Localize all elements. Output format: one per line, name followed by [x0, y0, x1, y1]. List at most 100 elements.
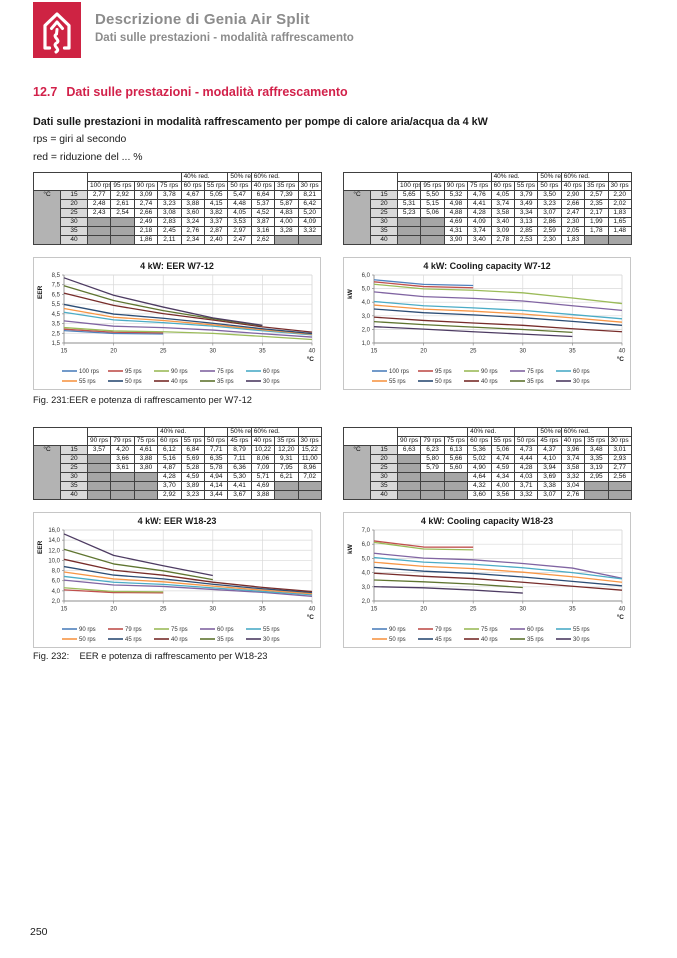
value-cell: 5,06: [420, 208, 445, 218]
value-cell: 3,56: [490, 490, 515, 500]
value-cell: 4,41: [227, 481, 252, 491]
value-cell: 6,13: [443, 445, 469, 455]
x-tick-label: 25: [470, 349, 477, 355]
value-cell: 2,92: [157, 490, 182, 500]
value-cell: 6,84: [180, 445, 205, 455]
temperature-cell: 15: [60, 445, 88, 455]
blocked-cell: [110, 481, 135, 491]
section-title: Dati sulle prestazioni - modalità raffre…: [66, 85, 348, 99]
temperature-cell: 30: [60, 472, 88, 482]
series-line-60-rps: [63, 311, 313, 336]
value-cell: 1,48: [607, 226, 632, 236]
legend-label: 60 rps: [573, 369, 590, 375]
blocked-cell: [396, 472, 422, 482]
rps-column-header: 90 rps: [443, 181, 469, 191]
blocked-cell: [110, 490, 135, 500]
value-cell: 4,59: [180, 472, 205, 482]
blocked-cell: [607, 235, 632, 245]
temperature-cell: 20: [370, 454, 398, 464]
value-cell: 2,66: [133, 208, 159, 218]
value-cell: 3,53: [227, 217, 252, 227]
y-tick-label: 2,0: [362, 327, 371, 333]
chart-title: 4 kW: Cooling capacity W18-23: [421, 516, 553, 526]
value-cell: 6,36: [227, 463, 252, 473]
temperature-cell: 40: [370, 490, 398, 500]
legend-label: 30 rps: [573, 637, 590, 643]
chart-title: 4 kW: EER W18-23: [138, 516, 217, 526]
value-cell: 2,76: [560, 490, 586, 500]
value-cell: 3,87: [250, 217, 276, 227]
series-line-55-rps: [63, 575, 313, 596]
value-cell: 3,49: [513, 199, 539, 209]
temperature-cell: 40: [60, 490, 88, 500]
x-tick-label: 15: [61, 607, 68, 613]
house-arrow-logo-icon: [33, 2, 81, 58]
blocked-cell: [420, 481, 445, 491]
temperature-cell: 25: [370, 208, 398, 218]
reduction-header-cell: [297, 427, 322, 437]
rps-column-header: 79 rps: [110, 436, 135, 446]
value-cell: 5,32: [443, 190, 469, 200]
value-cell: 6,21: [274, 472, 299, 482]
value-cell: 8,79: [227, 445, 252, 455]
rps-column-header: 75 rps: [443, 436, 469, 446]
value-cell: 4,20: [110, 445, 135, 455]
rps-column-header: 40 rps: [250, 181, 276, 191]
x-tick-label: 40: [309, 607, 316, 613]
rps-column-header: 50 rps: [537, 181, 562, 191]
value-cell: 3,19: [584, 463, 609, 473]
blocked-cell: [110, 235, 135, 245]
y-tick-label: 8,5: [52, 273, 61, 279]
rps-column-header: 60 rps: [490, 181, 515, 191]
value-cell: 3,96: [560, 445, 586, 455]
value-cell: 5,20: [297, 208, 322, 218]
blocked-cell: [274, 235, 299, 245]
blocked-cell: [584, 235, 609, 245]
value-cell: 2,97: [227, 226, 252, 236]
rps-column-header: 79 rps: [420, 436, 445, 446]
intro-bold-line: Dati sulle prestazioni in modalità raffr…: [33, 116, 488, 128]
temperature-cell: 40: [60, 235, 88, 245]
y-tick-label: 3,5: [52, 322, 61, 328]
value-cell: 7,71: [203, 445, 229, 455]
legend-label: 60 rps: [263, 369, 280, 375]
rps-column-header: 60 rps: [180, 181, 205, 191]
table-row: 30 2,49 2,83 3,24 3,37 3,53 3,87 4,00 4,09: [34, 217, 322, 227]
rps-column-header: 95 rps: [420, 181, 445, 191]
brand-logo: [33, 2, 81, 58]
y-tick-label: 1,5: [52, 341, 61, 347]
value-cell: 2,92: [110, 190, 135, 200]
x-tick-label: 35: [259, 607, 266, 613]
value-cell: 2,57: [584, 190, 609, 200]
value-cell: 4,44: [513, 454, 539, 464]
series-line-60-rps: [63, 579, 313, 597]
value-cell: 2,77: [607, 463, 632, 473]
rps-column-header: 30 rps: [607, 181, 632, 191]
temperature-cell: 20: [370, 199, 398, 209]
value-cell: 2,20: [607, 190, 632, 200]
table-row: 25 5,79 5,60 4,90 4,59 4,28 3,94 3,58 3,19 2,77: [344, 463, 632, 473]
blocked-cell: [274, 490, 299, 500]
table-row: 25 5,23 5,06 4,88 4,28 3,58 3,34 3,07 2,47 2,17 1,…: [344, 208, 632, 218]
value-cell: 3,74: [467, 226, 492, 236]
x-tick-label: 40: [309, 349, 316, 355]
series-line-35-rps: [373, 579, 523, 589]
temperature-cell: 25: [60, 208, 88, 218]
table-corner-cell: [343, 427, 398, 446]
table-row: °C 15 3,57 4,20 4,61 6,12 6,84 7,71 8,79 10,22 12,…: [33, 445, 322, 500]
value-cell: 3,38: [537, 481, 562, 491]
series-line-55-rps: [63, 307, 313, 335]
value-cell: 2,34: [180, 235, 205, 245]
value-cell: 3,32: [297, 226, 322, 236]
y-tick-label: 16,0: [48, 528, 60, 534]
blocked-cell: [420, 490, 445, 500]
value-cell: 2,49: [133, 217, 159, 227]
intro-rps-definition: rps = giri al secondo: [33, 134, 127, 145]
value-cell: 7,09: [250, 463, 276, 473]
y-tick-label: 4,0: [362, 300, 371, 306]
x-tick-label: 30: [209, 607, 216, 613]
figure-caption-231: Fig. 231:EER e potenza di raffrescamento…: [33, 395, 252, 405]
